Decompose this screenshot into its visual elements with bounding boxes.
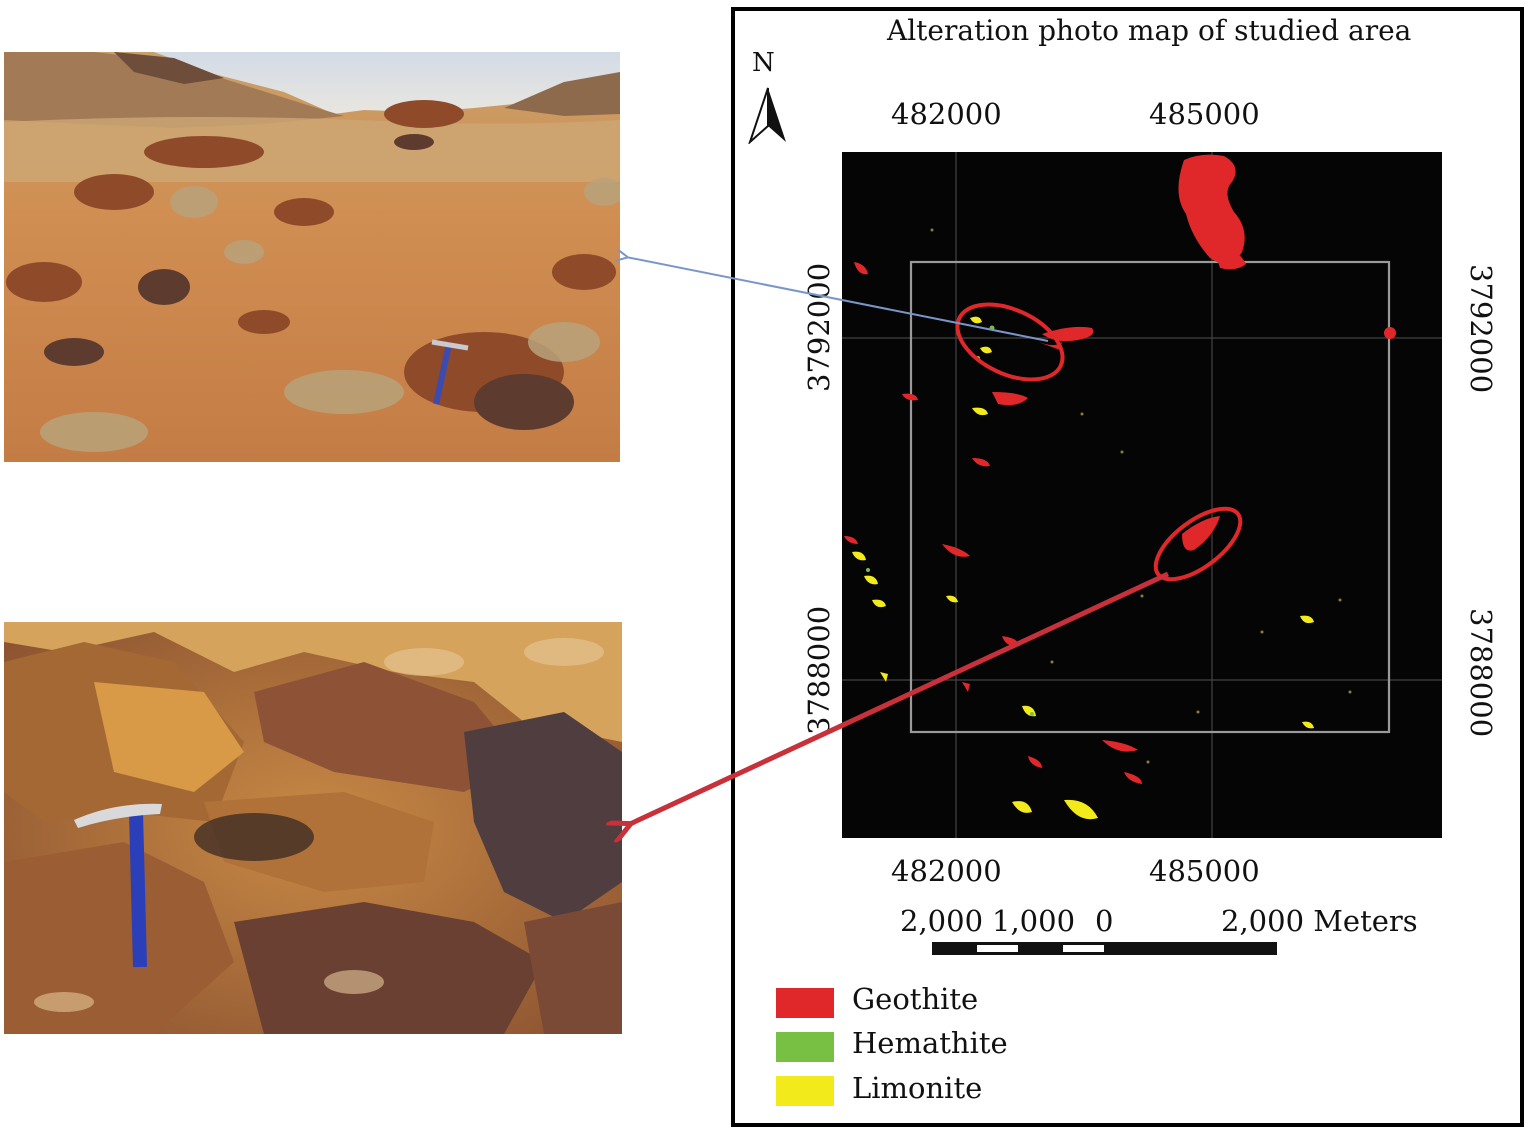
y-tick-right-3792000: 3792000 <box>1464 264 1498 394</box>
x-tick-bottom-485000: 485000 <box>1149 854 1260 888</box>
legend-label-limonite: Limonite <box>852 1071 983 1105</box>
scale-bar <box>932 942 1277 955</box>
legend-swatch-geothite <box>776 988 834 1018</box>
legend-label-geothite: Geothite <box>852 982 979 1016</box>
legend-swatch-hemathite <box>776 1032 834 1062</box>
field-photo-lower <box>4 622 622 1034</box>
north-label: N <box>752 48 775 78</box>
north-arrow-icon <box>748 87 786 144</box>
map-title: Alteration photo map of studied area <box>887 14 1412 47</box>
field-photo-upper <box>4 52 620 462</box>
alteration-raster <box>842 152 1442 838</box>
scale-label-2000-left: 2,000 <box>900 904 984 938</box>
y-tick-left-3792000: 3792000 <box>802 262 836 392</box>
x-tick-top-482000: 482000 <box>891 97 1002 131</box>
scale-label-0: 0 <box>1095 904 1114 938</box>
y-tick-left-3788000: 3788000 <box>802 605 836 735</box>
y-tick-right-3788000: 3788000 <box>1464 608 1498 738</box>
raster-background <box>842 152 1442 838</box>
outcrop-photo-icon <box>4 52 620 462</box>
outcrop-closeup-photo-icon <box>4 622 622 1034</box>
scale-label-1000: 1,000 <box>992 904 1076 938</box>
x-tick-bottom-482000: 482000 <box>891 854 1002 888</box>
x-tick-top-485000: 485000 <box>1149 97 1260 131</box>
legend-swatch-limonite <box>776 1076 834 1106</box>
scale-label-2000-meters: 2,000 Meters <box>1221 904 1418 938</box>
legend-label-hemathite: Hemathite <box>852 1026 1008 1060</box>
